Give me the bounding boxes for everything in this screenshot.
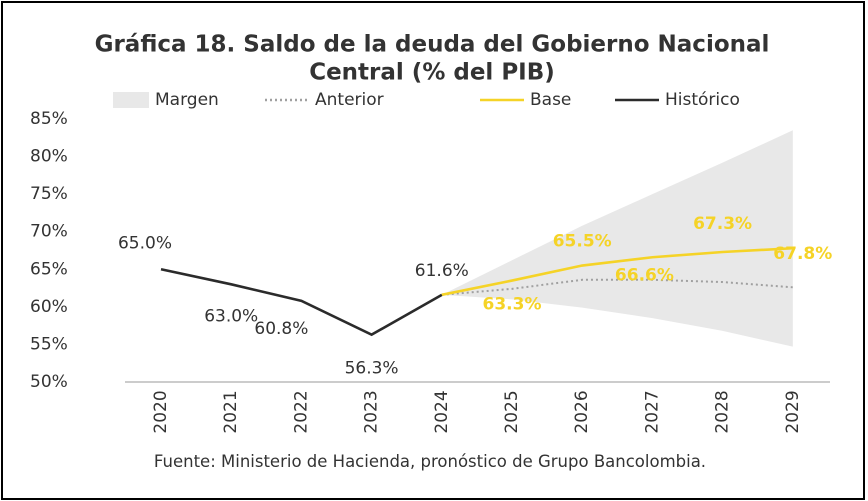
y-tick-label: 65% <box>30 259 68 279</box>
x-tick-label: 2021 <box>221 390 241 433</box>
data-label: 67.3% <box>693 214 752 234</box>
margin-band <box>441 130 793 347</box>
legend-label: Anterior <box>315 90 384 110</box>
y-tick-label: 70% <box>30 222 68 242</box>
data-label: 56.3% <box>345 359 399 379</box>
x-tick-label: 2028 <box>713 390 733 433</box>
source-note: Fuente: Ministerio de Hacienda, pronósti… <box>153 452 707 471</box>
series-line <box>160 268 443 337</box>
x-tick-label: 2024 <box>432 390 452 433</box>
legend-label: Margen <box>155 90 219 110</box>
x-tick-label: 2020 <box>151 390 171 433</box>
y-tick-label: 55% <box>30 334 68 354</box>
data-label: 63.3% <box>483 295 542 315</box>
data-label: 65.5% <box>553 232 612 252</box>
legend-label: Histórico <box>665 90 740 110</box>
x-tick-label: 2026 <box>572 390 592 433</box>
data-label: 67.8% <box>773 244 832 264</box>
x-tick-label: 2025 <box>502 390 522 433</box>
y-tick-label: 50% <box>30 372 68 392</box>
x-tick-label: 2029 <box>783 390 803 433</box>
data-label: 60.8% <box>254 319 308 339</box>
y-tick-label: 85% <box>30 109 68 129</box>
chart-title: Gráfica 18. Saldo de la deuda del Gobier… <box>95 32 770 58</box>
y-tick-label: 60% <box>30 297 68 317</box>
y-tick-label: 75% <box>30 184 68 204</box>
legend-swatch <box>113 92 149 108</box>
data-label: 61.6% <box>415 261 469 281</box>
data-label: 66.6% <box>615 265 674 285</box>
x-tick-label: 2027 <box>642 390 662 433</box>
data-label: 63.0% <box>204 306 258 326</box>
legend-label: Base <box>530 90 571 110</box>
series-line <box>441 246 793 297</box>
y-tick-label: 80% <box>30 147 68 167</box>
series-line <box>441 278 793 296</box>
chart-subtitle: Central (% del PIB) <box>309 60 555 86</box>
data-label: 65.0% <box>118 233 172 253</box>
x-tick-label: 2022 <box>291 390 311 433</box>
x-tick-label: 2023 <box>362 390 382 433</box>
